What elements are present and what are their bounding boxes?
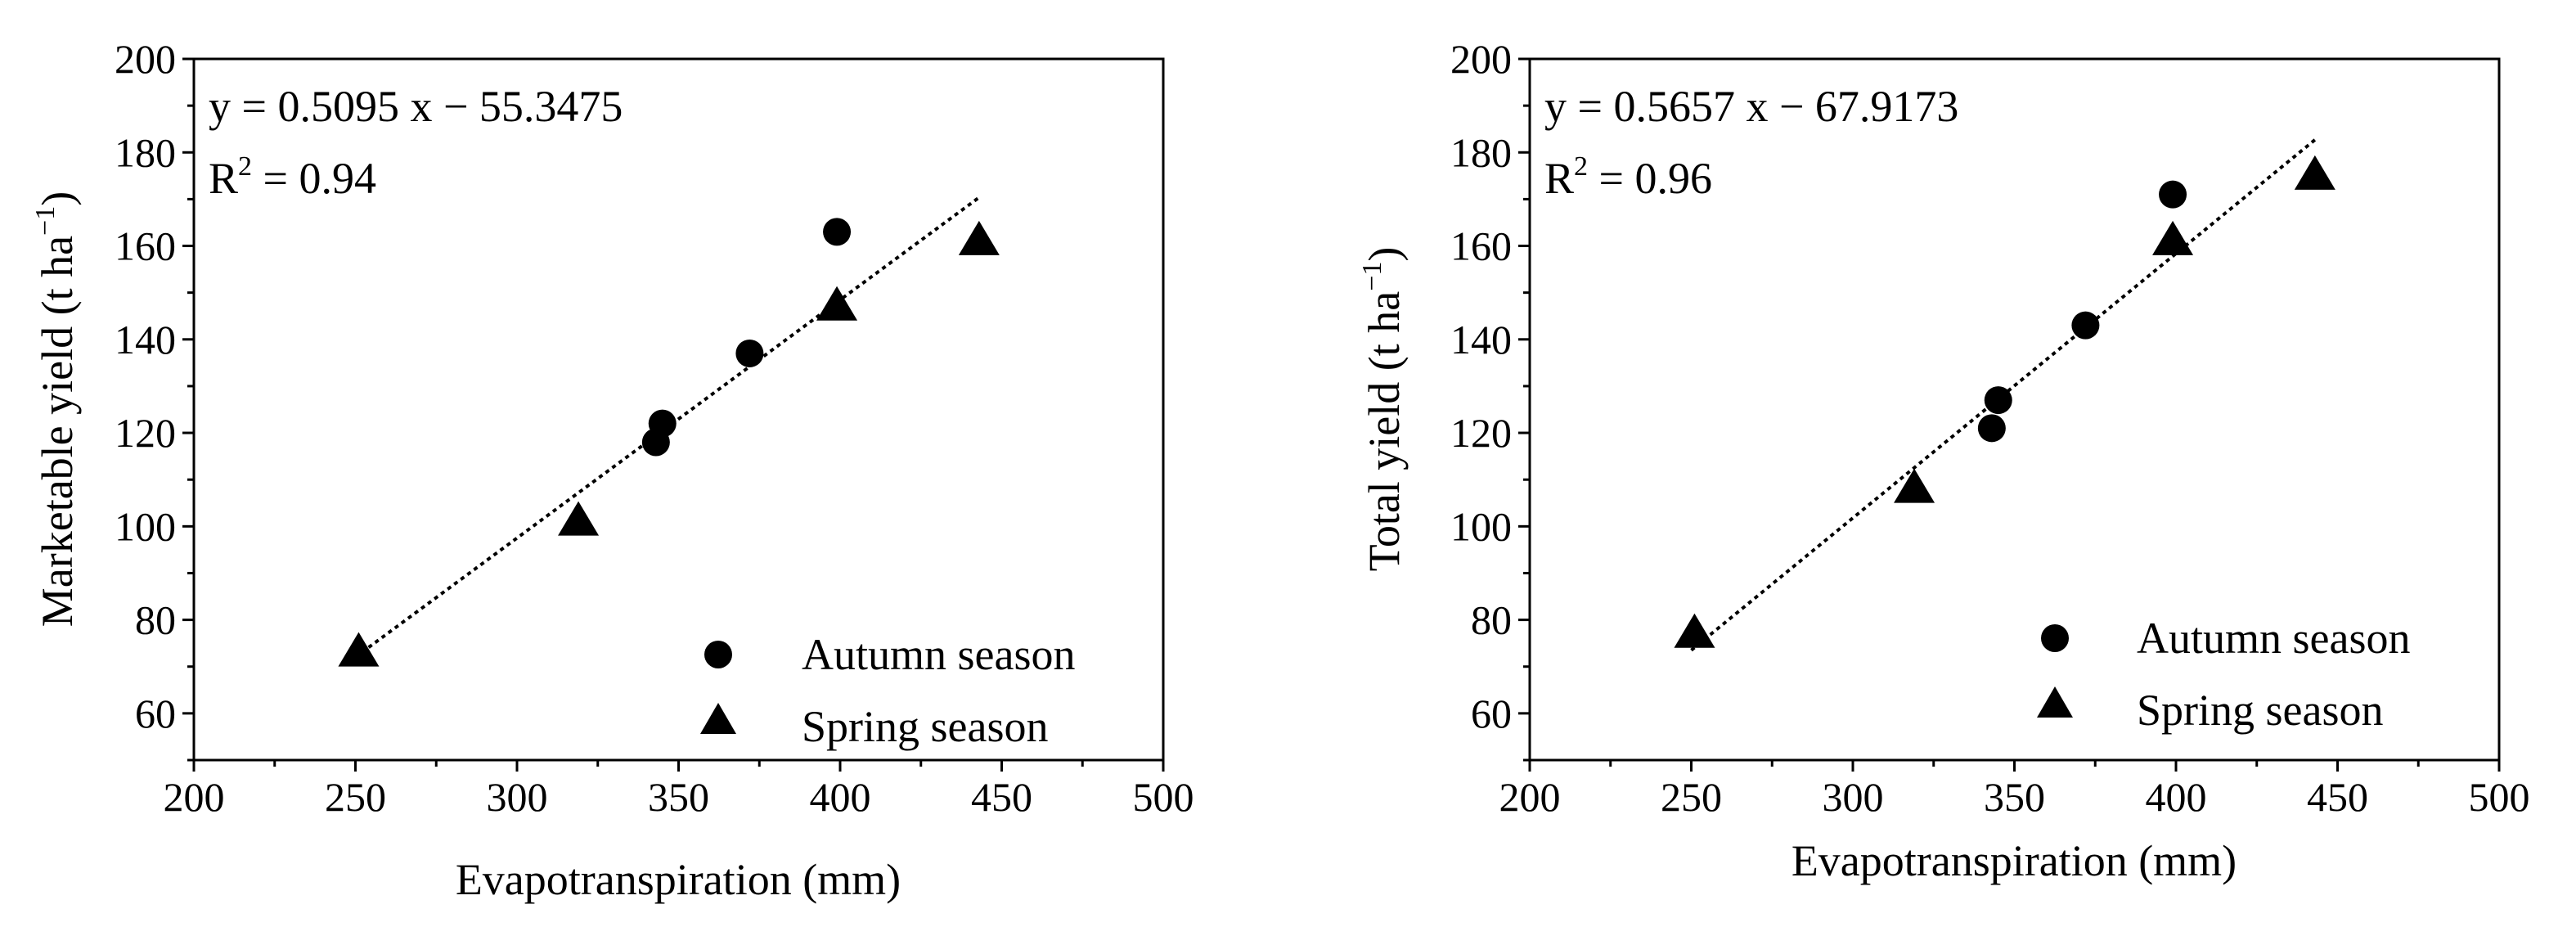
spring-point [1674,613,1715,648]
legend-autumn-marker [2041,624,2069,652]
legend-autumn-label: Autumn season [2137,614,2410,663]
spring-point [1894,468,1935,503]
marketable-yield-chart: 200 250 300 350 400 450 500 60 80 100 120 140 160 180… [30,36,1194,904]
spring-point [2152,220,2194,255]
r-squared-superscript: 2 [238,151,252,182]
axis-ticks: 200 250 300 350 400 450 500 60 80 100 120 140 160 180… [115,36,1194,820]
y-tick-label: 140 [115,317,176,362]
spring-point [816,286,858,321]
y-tick-label: 80 [135,597,176,643]
y-tick-label: 160 [1450,223,1512,269]
legend-autumn-label: Autumn season [802,630,1075,679]
x-tick-label: 400 [810,774,871,820]
spring-point [958,220,1000,255]
y-axis-title: Marketable yield (t ha−1) [30,191,82,627]
y-tick-label: 100 [1450,503,1512,549]
legend-spring-label: Spring season [802,702,1048,751]
y-tick-label: 120 [1450,410,1512,456]
x-tick-label: 250 [325,774,386,820]
x-tick-label: 300 [1823,774,1884,820]
x-axis-title: Evapotranspiration (mm) [456,855,901,904]
y-tick-label: 180 [1450,129,1512,175]
autumn-point [823,218,852,246]
r-squared-text: R2 = 0.94 [209,151,376,203]
autumn-point [735,339,764,367]
autumn-point [1984,386,2012,415]
autumn-point [648,409,677,438]
x-tick-label: 400 [2146,774,2207,820]
y-tick-label: 200 [115,36,176,82]
legend-spring-marker [2037,686,2073,718]
r-squared-text: R2 = 0.96 [1544,151,1712,203]
data-points [1674,155,2335,648]
equation-text: y = 0.5095 x − 55.3475 [209,82,623,131]
x-tick-label: 450 [971,774,1032,820]
legend-spring-marker [700,703,736,734]
y-tick-label: 160 [115,223,176,269]
data-points [338,218,1000,667]
x-tick-label: 250 [1661,774,1722,820]
axis-ticks: 200 250 300 350 400 450 500 60 80 100 120 140 160 180… [1450,36,2530,820]
y-tick-label: 60 [135,691,176,736]
x-tick-label: 350 [1984,774,2045,820]
spring-point [558,501,600,536]
y-tick-label: 180 [115,129,176,175]
autumn-point [1977,414,2006,443]
spring-point [2294,155,2335,190]
legend-spring-label: Spring season [2137,686,2383,735]
autumn-point [2071,311,2100,340]
x-tick-label: 300 [487,774,548,820]
y-tick-label: 60 [1471,691,1512,736]
y-tick-label: 120 [115,410,176,456]
y-tick-label: 100 [115,503,176,549]
legend: Autumn season Spring season [700,630,1075,751]
total-yield-chart: 200 250 300 350 400 450 500 60 80 100 120 140 160 180… [1357,36,2530,885]
legend-autumn-marker [704,641,732,668]
y-axis-unit-superscript: −1 [30,206,61,236]
spring-point [338,632,380,667]
x-tick-label: 350 [648,774,709,820]
x-tick-label: 200 [1499,774,1561,820]
y-axis-title: Total yield (t ha−1) [1357,247,1409,572]
x-tick-label: 450 [2307,774,2368,820]
y-tick-label: 140 [1450,317,1512,362]
legend: Autumn season Spring season [2037,614,2410,735]
x-tick-label: 500 [1133,774,1194,820]
r-squared-superscript: 2 [1574,151,1588,182]
y-tick-label: 200 [1450,36,1512,82]
x-tick-label: 500 [2469,774,2530,820]
autumn-point [2159,180,2187,209]
y-tick-label: 80 [1471,597,1512,643]
equation-text: y = 0.5657 x − 67.9173 [1544,82,1958,131]
y-axis-unit-superscript: −1 [1357,262,1387,291]
x-tick-label: 200 [164,774,225,820]
x-axis-title: Evapotranspiration (mm) [1792,836,2237,885]
